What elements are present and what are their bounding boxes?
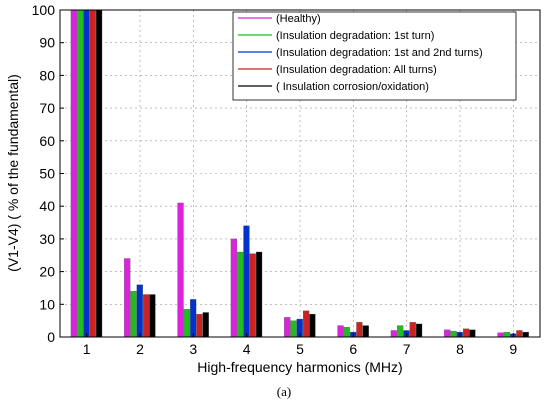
y-tick-label: 100 [32,2,56,18]
bar-series-4-cat-5 [302,310,310,338]
bar-series-5-cat-9 [522,331,529,338]
bar-series-1-cat-4 [230,238,237,338]
bar-series-1-cat-1 [70,9,77,338]
bar-series-1-cat-5 [284,317,291,338]
x-tick-label: 2 [136,341,144,357]
bar-series-4-cat-2 [142,294,150,338]
bar-series-5-cat-6 [362,325,369,338]
x-tick-label: 8 [456,341,464,357]
legend-box [232,11,517,101]
bar-series-3-cat-4 [243,225,250,338]
bar-series-1-cat-8 [444,329,451,338]
bar-series-4-cat-4 [249,253,256,338]
bar-series-3-cat-1 [83,9,90,338]
bar-series-5-cat-2 [149,294,156,338]
bar-series-1-cat-9 [497,332,504,338]
x-tick-label: 9 [509,341,517,357]
legend-entry: (Insulation degradation: 1st turn) [276,30,434,42]
figure-caption: (a) [277,384,291,399]
x-tick-label: 7 [403,341,411,357]
bar-series-4-cat-8 [462,328,470,338]
y-tick-label: 60 [39,133,55,149]
y-tick-label: 20 [39,264,55,280]
bar-series-4-cat-1 [89,9,96,338]
bar-series-2-cat-7 [397,325,404,338]
bar-series-3-cat-2 [136,284,143,338]
y-tick-label: 50 [39,166,55,182]
x-tick-label: 1 [83,341,91,357]
bar-series-1-cat-3 [177,202,184,338]
bar-series-2-cat-4 [237,251,244,338]
bar-series-5-cat-3 [202,312,209,338]
y-tick-label: 30 [39,231,55,247]
bar-series-5-cat-8 [469,329,476,338]
y-tick-label: 10 [39,296,55,312]
y-axis-ticks: 0 10 20 30 40 50 60 70 80 90 100 [32,2,64,345]
legend-entry: (Insulation degradation: 1st and 2nd tur… [276,47,483,59]
bar-series-4-cat-7 [409,322,416,338]
bar-series-5-cat-5 [309,313,316,338]
x-tick-label: 3 [189,341,197,357]
y-tick-label: 70 [39,100,55,116]
bar-series-1-cat-7 [390,330,397,338]
bar-series-1-cat-6 [337,325,344,338]
y-tick-label: 40 [39,198,55,214]
bar-series-3-cat-3 [190,299,197,338]
x-tick-label: 5 [296,341,304,357]
bar-series-2-cat-3 [183,309,190,338]
bar-series-5-cat-1 [95,9,103,338]
bar-series-2-cat-8 [450,330,457,338]
x-tick-label: 4 [243,341,251,357]
bar-series-4-cat-9 [516,330,523,338]
x-tick-label: 6 [349,341,357,357]
y-tick-label: 90 [39,35,55,51]
legend-entry: ( Insulation corrosion/oxidation) [276,81,429,93]
bar-series-5-cat-7 [415,323,423,338]
bar-series-2-cat-6 [343,327,350,338]
legend: (Healthy) (Insulation degradation: 1st tu… [232,11,517,101]
bar-series-4-cat-3 [196,313,203,338]
legend-entry: (Healthy) [276,13,321,25]
legend-entry: (Insulation degradation: All turns) [276,64,437,76]
y-tick-label: 0 [47,329,55,345]
bar-series-1-cat-2 [124,258,131,338]
bar-series-2-cat-1 [77,9,84,338]
x-axis-ticks: 1 2 3 4 5 6 7 8 9 [83,333,517,357]
bar-series-2-cat-9 [503,331,510,338]
bar-series-5-cat-4 [255,251,263,338]
y-tick-label: 80 [39,67,55,83]
x-axis-label: High-frequency harmonics (MHz) [197,359,402,375]
y-axis-label: (V1-V4) ( % of the fundamental) [5,74,21,272]
bar-series-2-cat-5 [290,320,297,338]
bar-series-4-cat-6 [356,322,363,338]
bar-series-2-cat-2 [130,291,137,338]
